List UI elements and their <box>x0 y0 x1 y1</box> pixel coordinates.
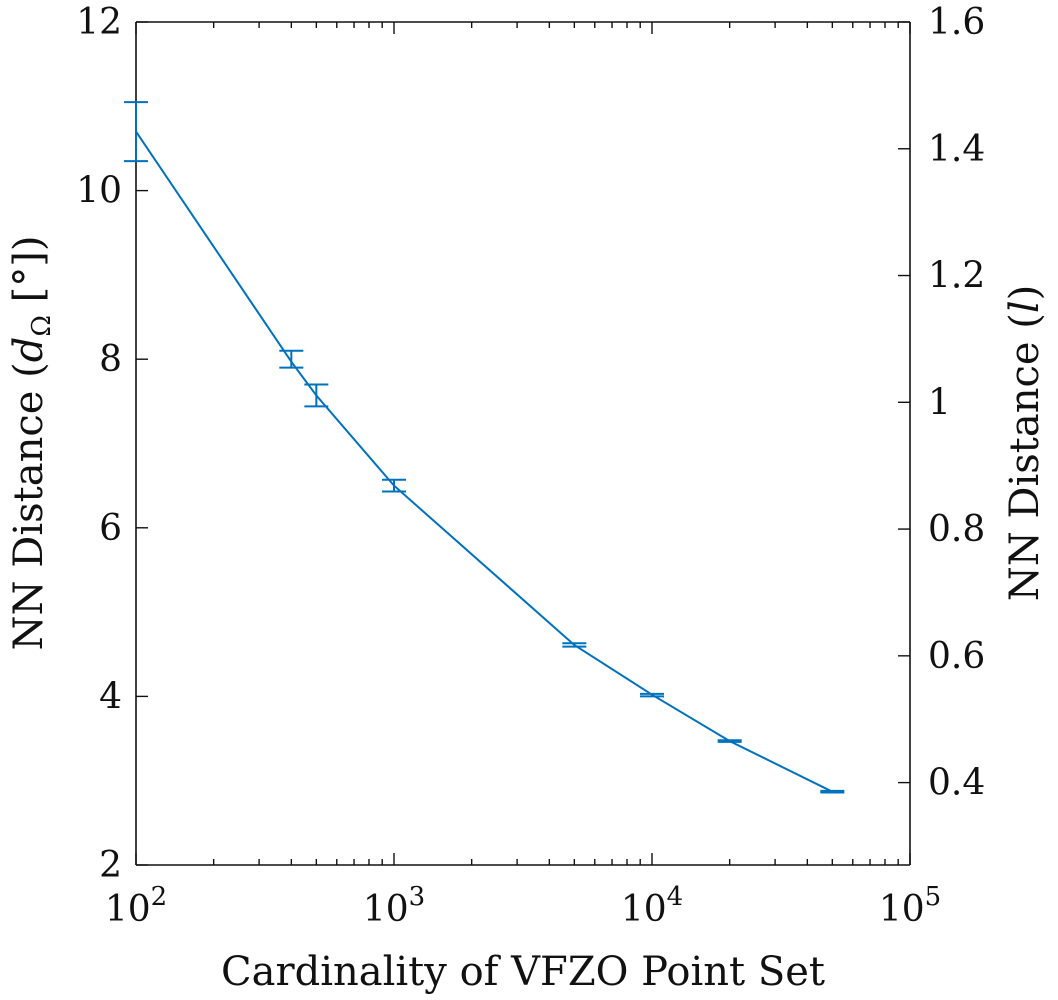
x-tick-label: 102 <box>105 882 167 930</box>
y-right-title-var: l <box>1002 300 1048 313</box>
error-bar <box>820 789 845 794</box>
y-left-tick-label: 2 <box>99 845 122 886</box>
y-right-tick-label: 1.2 <box>928 256 985 297</box>
y-right-axis-title: NN Distance (l) <box>1002 285 1048 602</box>
error-bar <box>717 739 742 743</box>
y-right-tick-label: 1.6 <box>928 2 985 43</box>
y-right-axis-ticks: 0.4 0.6 0.8 1 1.2 1.4 1.6 <box>898 2 985 804</box>
y-left-title-post: [°]) <box>6 236 52 316</box>
y-left-tick-label: 6 <box>99 508 122 549</box>
x-axis-ticks: 102 103 104 105 <box>105 22 941 930</box>
y-right-tick-label: 0.8 <box>928 509 985 550</box>
plot-frame <box>135 21 911 866</box>
error-bar <box>304 383 329 408</box>
y-left-axis-title: NN Distance (dΩ [°]) <box>6 236 57 651</box>
error-bar <box>640 692 664 698</box>
y-left-tick-label: 8 <box>99 339 122 380</box>
y-left-tick-label: 12 <box>76 2 122 43</box>
y-right-tick-label: 0.6 <box>928 636 985 677</box>
y-right-tick-label: 1.4 <box>928 129 985 170</box>
y-left-title-sub: Ω <box>27 315 57 337</box>
error-bar <box>279 349 304 369</box>
y-right-tick-label: 0.4 <box>928 763 985 804</box>
x-tick-label: 105 <box>879 882 941 930</box>
y-left-tick-label: 10 <box>76 171 122 212</box>
series-layer <box>124 101 845 794</box>
y-right-tick-label: 1 <box>928 382 951 423</box>
x-tick-label: 104 <box>621 882 683 930</box>
y-left-title-pre: NN Distance ( <box>6 362 52 650</box>
series-line <box>135 131 833 793</box>
error-bar <box>382 478 406 493</box>
y-right-title-pre: NN Distance ( <box>1002 313 1048 601</box>
y-right-title-post: ) <box>1002 285 1048 301</box>
y-left-tick-label: 4 <box>99 676 122 717</box>
x-tick-label: 103 <box>363 882 425 930</box>
error-bar <box>562 642 587 648</box>
y-left-axis-ticks: 2 4 6 8 10 12 <box>76 2 148 886</box>
error-bar <box>124 101 148 163</box>
x-axis-title: Cardinality of VFZO Point Set <box>221 949 825 995</box>
y-left-title-var: d <box>6 337 52 363</box>
